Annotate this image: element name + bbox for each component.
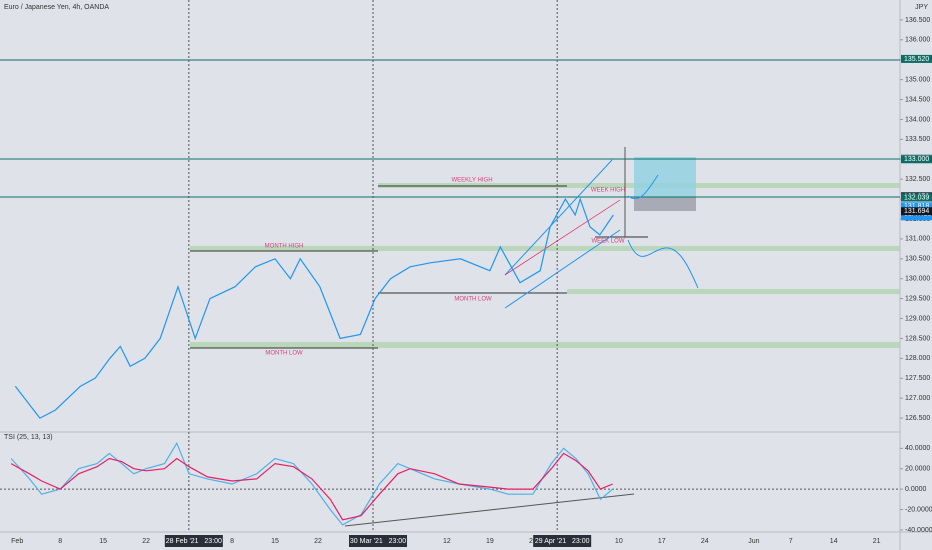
series-line [10,441,614,526]
projection [627,239,699,289]
annotation: WEEK HIGH [591,188,625,194]
x-tick-label: 24 [701,538,709,545]
x-tick-label: 7 [789,538,793,545]
y-tick-label: 136.000 [905,37,930,44]
target-box [634,157,696,197]
annotation: WEEK LOW [591,239,624,245]
price-label: 131.818 [904,203,929,210]
y-tick-label: 128.500 [905,335,930,342]
y-tick-label: 133.500 [905,136,930,143]
x-tick-label: 26 [529,538,537,545]
time-label-box [164,535,223,547]
x-tick-label: 15 [99,538,107,545]
zone [567,289,900,294]
channel-mid [504,199,621,276]
x-tick-label: 22 [314,538,322,545]
x-tick-label: 29 Apr '21 23:00 [535,538,590,545]
x-tick-label: Feb [11,538,23,545]
y-tick-label: 129.000 [905,315,930,322]
x-tick-label: 12 [443,538,451,545]
y-tick-label: 136.500 [905,17,930,24]
y-tick-label: 0.0000 [905,486,927,493]
x-tick-label: 30 Mar '21 23:00 [350,538,406,545]
y-tick-label: 20.0000 [905,466,930,473]
y-tick-label: 131.000 [905,236,930,243]
chart-title: Euro / Japanese Yen, 4h, OANDA [4,4,109,11]
divergence-line [344,493,635,527]
price-label: 132.039 [904,194,929,201]
price-label-box [901,54,932,63]
channel-line [504,229,621,309]
y-tick-label: 129.500 [905,295,930,302]
x-tick-label: 19 [486,538,494,545]
zone [190,342,900,348]
y-tick-label: 134.000 [905,116,930,123]
x-tick-label: 21 [873,538,881,545]
x-tick-label: 28 Feb '21 23:00 [166,538,222,545]
price-label: 133.000 [904,156,929,163]
y-tick-label: 40.0000 [905,445,930,452]
stop-box [634,197,696,211]
x-tick-label: 10 [615,538,623,545]
channel-line [504,159,613,276]
time-label-box [349,535,408,547]
series-line [14,197,614,419]
y-tick-label: 126.500 [905,415,930,422]
y-tick-label: 128.000 [905,355,930,362]
annotation: MONTH HIGH [265,244,304,250]
y-tick-label: 130.500 [905,256,930,263]
annotation: MONTH LOW [454,297,492,303]
y-tick-label: 127.500 [905,375,930,382]
x-tick-label: 14 [830,538,838,545]
price-label-box [901,193,932,202]
y-tick-label: 130.000 [905,276,930,283]
y-tick-label: -20.0000 [905,506,932,513]
y-tick-label: 134.500 [905,96,930,103]
currency: JPY [915,4,928,11]
y-tick-label: 127.000 [905,395,930,402]
annotation: WEEKLY HIGH [451,178,492,184]
x-tick-label: 22 [142,538,150,545]
price-label-box [901,155,932,164]
x-tick-label: 17 [658,538,666,545]
projection [627,174,659,200]
series-line [10,452,613,521]
x-tick-label: 15 [271,538,279,545]
indicator-title: TSI (25, 13, 13) [4,434,53,441]
y-tick-label: 132.500 [905,176,930,183]
y-tick-label: 135.000 [905,76,930,83]
x-tick-label: Jun [748,538,759,545]
price-label-box [901,207,932,216]
annotation: MONTH LOW [265,351,303,357]
x-tick-label: 8 [58,538,62,545]
time-label-box [533,535,592,547]
x-tick-label: 8 [230,538,234,545]
y-tick-label: -40.0000 [905,527,932,534]
price-label: 135.520 [904,56,929,63]
price-label: 131.694 [904,208,929,215]
